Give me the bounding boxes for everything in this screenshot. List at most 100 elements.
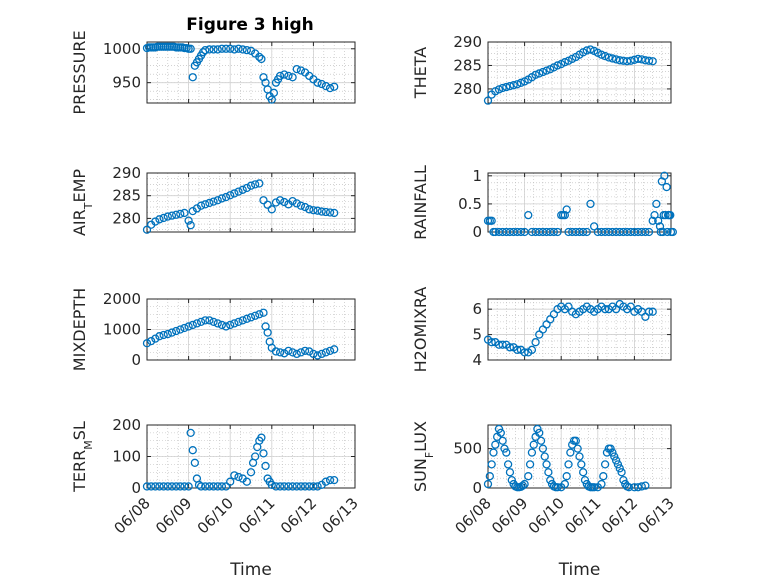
data-point bbox=[257, 433, 266, 442]
data-point bbox=[527, 345, 537, 354]
data-point bbox=[321, 477, 331, 486]
data-point bbox=[544, 468, 553, 477]
data-point bbox=[483, 96, 493, 105]
data-point bbox=[562, 472, 571, 481]
data-point bbox=[188, 446, 197, 455]
y-tick-label: 500 bbox=[453, 440, 482, 458]
axes-box bbox=[146, 172, 356, 233]
data-point bbox=[566, 448, 575, 457]
data-point bbox=[524, 472, 533, 481]
data-point bbox=[217, 482, 227, 491]
axes-box bbox=[487, 298, 672, 361]
data-point bbox=[325, 475, 335, 485]
data-series bbox=[142, 308, 339, 360]
data-point bbox=[171, 210, 181, 219]
axes-box bbox=[487, 41, 672, 104]
data-point bbox=[238, 316, 247, 325]
y-tick-label: 2000 bbox=[103, 290, 141, 308]
y-tick-label: 0 bbox=[472, 479, 482, 497]
data-point bbox=[313, 78, 322, 87]
data-point bbox=[209, 197, 218, 206]
data-point bbox=[529, 440, 538, 449]
data-point bbox=[292, 64, 301, 74]
data-point bbox=[619, 475, 628, 485]
data-point bbox=[626, 56, 635, 65]
data-point bbox=[535, 69, 544, 78]
data-point bbox=[234, 187, 243, 196]
data-point bbox=[184, 216, 193, 225]
data-point bbox=[242, 183, 251, 193]
data-point bbox=[505, 81, 515, 91]
data-point bbox=[226, 320, 235, 330]
y-axis-label: PRESSURE bbox=[70, 30, 89, 114]
data-point bbox=[513, 345, 522, 354]
data-point bbox=[309, 482, 318, 491]
data-point bbox=[610, 452, 619, 461]
data-point bbox=[589, 483, 599, 492]
data-point bbox=[600, 460, 610, 469]
data-point bbox=[284, 71, 293, 81]
data-point bbox=[502, 82, 511, 92]
data-point bbox=[648, 57, 657, 66]
data-point bbox=[192, 204, 202, 213]
data-point bbox=[637, 482, 646, 491]
data-point bbox=[155, 482, 164, 491]
data-point bbox=[167, 328, 177, 337]
data-point bbox=[325, 208, 335, 217]
data-point bbox=[275, 71, 285, 81]
data-point bbox=[176, 209, 185, 218]
data-point bbox=[186, 44, 195, 53]
data-point bbox=[167, 211, 177, 220]
data-point bbox=[142, 225, 152, 234]
data-point bbox=[580, 475, 590, 485]
data-point bbox=[535, 428, 544, 438]
data-point bbox=[641, 227, 650, 237]
data-point bbox=[518, 481, 527, 490]
data-point bbox=[615, 464, 624, 473]
data-point bbox=[313, 482, 322, 491]
data-point bbox=[190, 458, 199, 467]
data-point bbox=[271, 482, 281, 491]
data-point bbox=[230, 189, 239, 198]
data-point bbox=[255, 52, 264, 62]
y-tick-label: 5 bbox=[472, 326, 482, 344]
data-point bbox=[196, 482, 206, 491]
data-point bbox=[221, 44, 231, 53]
data-point bbox=[251, 180, 260, 189]
x-axis-label: Time bbox=[558, 560, 601, 580]
y-tick-label: 285 bbox=[453, 56, 482, 74]
data-point bbox=[280, 482, 289, 491]
data-series bbox=[483, 45, 657, 105]
data-point bbox=[599, 472, 608, 481]
data-point bbox=[577, 460, 586, 469]
data-point bbox=[275, 348, 285, 357]
data-point bbox=[234, 472, 243, 482]
data-point bbox=[494, 85, 504, 94]
y-tick-label: 0.5 bbox=[458, 195, 482, 213]
data-point bbox=[238, 185, 247, 194]
data-point bbox=[171, 326, 181, 336]
data-point bbox=[155, 215, 164, 224]
data-series bbox=[483, 299, 657, 357]
data-point bbox=[151, 217, 160, 226]
data-point bbox=[650, 210, 659, 220]
data-point bbox=[188, 73, 197, 82]
data-point bbox=[259, 449, 268, 458]
y-axis-label: RAINFALL bbox=[411, 165, 430, 240]
data-point bbox=[259, 73, 268, 82]
x-axis-label: Time bbox=[229, 560, 272, 580]
data-point bbox=[255, 310, 264, 319]
data-point bbox=[305, 482, 314, 491]
data-point bbox=[275, 196, 285, 205]
data-point bbox=[151, 482, 160, 491]
data-point bbox=[666, 210, 675, 220]
data-point bbox=[330, 345, 339, 354]
y-axis-label: THETA bbox=[411, 47, 430, 99]
data-point bbox=[648, 307, 657, 316]
data-point bbox=[305, 347, 314, 356]
data-point bbox=[330, 475, 339, 485]
data-point bbox=[309, 349, 318, 359]
data-point bbox=[503, 460, 513, 469]
data-point bbox=[205, 316, 214, 325]
y-tick-label: 280 bbox=[112, 209, 141, 227]
